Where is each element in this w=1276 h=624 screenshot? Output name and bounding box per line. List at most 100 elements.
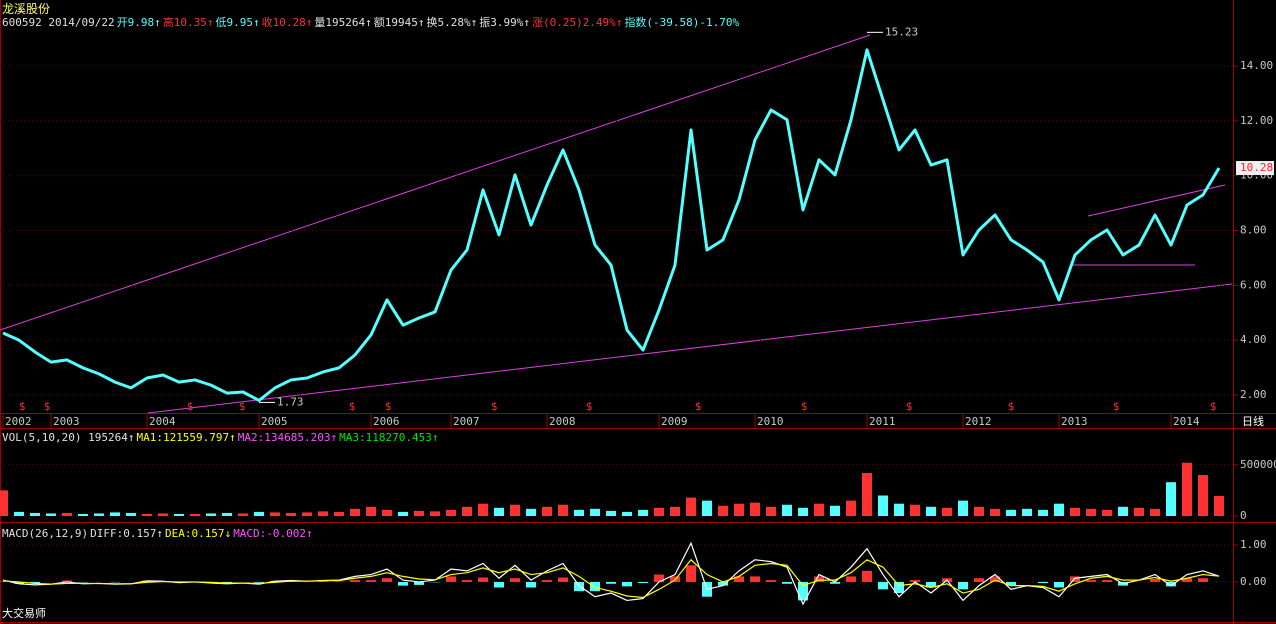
legend-item: MA3:118270.453↑ [339, 431, 439, 444]
macd-bar [862, 570, 872, 582]
volume-bar [814, 503, 824, 516]
low-label: 1.73 [277, 395, 304, 408]
volume-bar [702, 500, 712, 516]
macd-bar [958, 581, 968, 590]
volume-bar [222, 512, 232, 516]
macd-bar [718, 581, 728, 586]
x-tick-label: 2013 [1061, 415, 1088, 428]
volume-bar [62, 512, 72, 516]
y-tick-label: 4.00 [1240, 333, 1267, 346]
macd-bar [382, 578, 392, 582]
volume-bar [542, 506, 552, 516]
volume-bar [654, 507, 664, 516]
quote-line: 600592 2014/09/22 开9.98↑ 高10.35↑ 低9.95↑ 收10.… [2, 14, 741, 30]
quote-item: 换5.28%↑ [426, 16, 478, 29]
volume-bar [622, 511, 632, 516]
quote-item: 额19945↑ [373, 16, 425, 29]
volume-bar [366, 506, 376, 516]
volume-bar [462, 506, 472, 516]
volume-bar [862, 472, 872, 516]
volume-bar [974, 506, 984, 516]
dividend-marker: $ [1210, 400, 1217, 413]
legend-item: DIFF:0.157↑ [90, 527, 163, 540]
volume-bar [1214, 495, 1224, 516]
macd-bar [750, 576, 760, 582]
macd-bar [1150, 578, 1160, 582]
y-tick-label: 500000 [1240, 458, 1276, 471]
y-tick-label: 6.00 [1240, 278, 1267, 291]
macd-line [2, 558, 1220, 599]
macd-bar [798, 581, 808, 601]
volume-bar [1054, 503, 1064, 516]
macd-bar [366, 580, 376, 582]
macd-bar [1182, 578, 1192, 582]
y-tick-label: 1.00 [1240, 538, 1267, 551]
volume-bar [174, 513, 184, 516]
volume-bar [30, 512, 40, 516]
x-tick-label: 2009 [661, 415, 688, 428]
macd-bar [62, 580, 72, 582]
macd-bar [574, 581, 584, 592]
quote-item: 600592 2014/09/22 [2, 16, 115, 29]
x-tick-label: 2014 [1173, 415, 1200, 428]
dividend-marker: $ [906, 400, 913, 413]
volume-bar [318, 511, 328, 516]
volume-bar [494, 507, 504, 516]
x-tick-label: 2011 [869, 415, 896, 428]
macd-bar [558, 577, 568, 582]
volume-bar [1118, 506, 1128, 516]
macd-bar [606, 581, 616, 584]
volume-bar [0, 490, 8, 516]
last-price-label: 10.28 [1240, 161, 1273, 174]
legend-item: MACD:-0.002↑ [233, 527, 313, 540]
macd-bar [446, 576, 456, 582]
x-tick-label: 2007 [453, 415, 480, 428]
volume-bar [798, 507, 808, 516]
macd-bar [1086, 580, 1096, 582]
volume-bar [766, 506, 776, 516]
x-tick-label: 2004 [149, 415, 176, 428]
dividend-marker: $ [44, 400, 51, 413]
macd-bar [830, 581, 840, 584]
volume-bar [606, 510, 616, 516]
volume-bar [302, 512, 312, 516]
period-label[interactable]: 日线 [1242, 414, 1264, 428]
macd-bar [926, 581, 936, 588]
x-tick-label: 2005 [261, 415, 288, 428]
macd-bar [398, 581, 408, 586]
volume-bar [1102, 509, 1112, 516]
macd-bar [686, 565, 696, 582]
macd-bar [846, 576, 856, 582]
volume-bar [78, 513, 88, 516]
dividend-marker: $ [349, 400, 356, 413]
macd-bar [814, 576, 824, 582]
macd-bar [222, 581, 232, 583]
x-tick-label: 2010 [757, 415, 784, 428]
macd-bar [782, 581, 792, 584]
dividend-marker: $ [695, 400, 702, 413]
legend-item: MA1:121559.797↑ [136, 431, 236, 444]
dividend-marker: $ [586, 400, 593, 413]
macd-bar [478, 577, 488, 582]
volume-bar [238, 513, 248, 516]
quote-item: 涨(0.25)2.49%↑ [531, 16, 623, 29]
x-tick-label: 2012 [965, 415, 992, 428]
y-tick-label: 2.00 [1240, 388, 1267, 401]
macd-bar [462, 580, 472, 582]
volume-bar [206, 513, 216, 516]
volume-bar [254, 511, 264, 516]
footer: 大交易师 [2, 606, 46, 620]
volume-bar [14, 511, 24, 516]
macd-bar [254, 581, 264, 583]
macd-bar [1166, 581, 1176, 587]
volume-legend: VOL(5,10,20) 195264↑ MA1:121559.797↑ MA2:1… [2, 431, 440, 444]
volume-bar [718, 505, 728, 516]
quote-item: 低9.95↑ [215, 16, 260, 29]
volume-bar [734, 503, 744, 516]
volume-bar [510, 504, 520, 516]
macd-bar [494, 581, 504, 588]
volume-bar [990, 508, 1000, 516]
macd-bar [1102, 580, 1112, 582]
macd-bar [910, 580, 920, 582]
volume-bar [782, 504, 792, 516]
